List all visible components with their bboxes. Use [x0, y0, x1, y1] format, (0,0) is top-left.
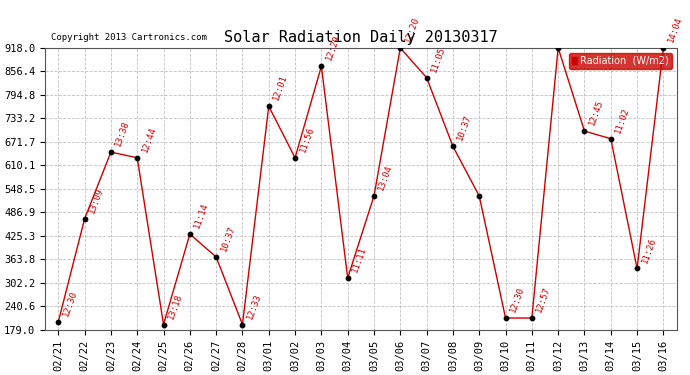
Text: 13:04: 13:04 — [377, 164, 395, 192]
Text: 12:44: 12:44 — [140, 125, 157, 154]
Text: 12:33: 12:33 — [245, 292, 263, 320]
Point — [184, 231, 195, 237]
Text: 11:05: 11:05 — [429, 45, 447, 74]
Point — [474, 193, 485, 199]
Point — [210, 254, 221, 260]
Point — [237, 321, 248, 327]
Point — [395, 45, 406, 51]
Text: 11:11: 11:11 — [351, 246, 368, 274]
Point — [658, 45, 669, 51]
Point — [342, 275, 353, 281]
Text: 13:09: 13:09 — [88, 186, 105, 214]
Text: 11:14: 11:14 — [193, 202, 210, 230]
Point — [500, 315, 511, 321]
Point — [368, 193, 380, 199]
Point — [421, 75, 432, 81]
Point — [605, 136, 616, 142]
Point — [158, 321, 169, 327]
Point — [52, 319, 63, 325]
Text: 12:45: 12:45 — [587, 99, 605, 127]
Text: Copyright 2013 Cartronics.com: Copyright 2013 Cartronics.com — [52, 33, 207, 42]
Point — [526, 315, 538, 321]
Text: 11:56: 11:56 — [298, 125, 315, 154]
Point — [106, 149, 117, 155]
Legend: Radiation  (W/m2): Radiation (W/m2) — [569, 53, 671, 69]
Text: 10:37: 10:37 — [219, 225, 237, 253]
Point — [579, 128, 590, 134]
Point — [264, 103, 275, 109]
Text: 10:37: 10:37 — [455, 114, 473, 142]
Point — [447, 143, 458, 149]
Point — [631, 266, 642, 272]
Point — [553, 45, 564, 51]
Text: 13:18: 13:18 — [166, 292, 184, 320]
Point — [290, 155, 301, 161]
Text: 14:04: 14:04 — [666, 15, 684, 44]
Text: 12:57: 12:57 — [535, 285, 552, 314]
Title: Solar Radiation Daily 20130317: Solar Radiation Daily 20130317 — [224, 30, 497, 45]
Text: 12:29: 12:29 — [324, 34, 342, 62]
Point — [132, 155, 143, 161]
Text: 12:30: 12:30 — [61, 290, 79, 318]
Text: 11:26: 11:26 — [640, 236, 658, 264]
Text: 11:02: 11:02 — [613, 106, 631, 135]
Point — [79, 216, 90, 222]
Point — [316, 63, 327, 69]
Text: 12:30: 12:30 — [509, 285, 526, 314]
Text: 12:01: 12:01 — [272, 74, 289, 102]
Text: 12:20: 12:20 — [403, 15, 421, 44]
Text: 13:38: 13:38 — [114, 120, 131, 148]
